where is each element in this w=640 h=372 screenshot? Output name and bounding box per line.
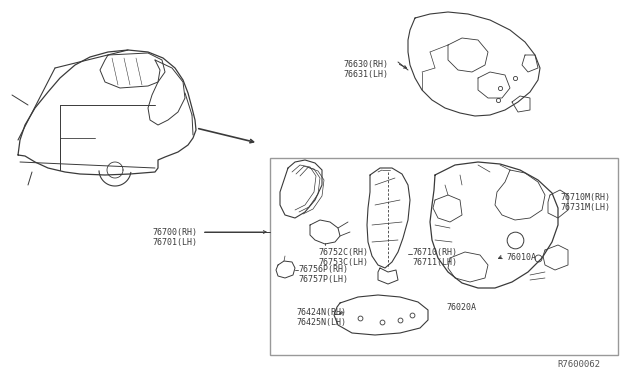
Text: 76020A: 76020A <box>446 303 476 312</box>
Text: 76424N(RH): 76424N(RH) <box>296 308 346 317</box>
Bar <box>270 158 618 355</box>
Text: 76710M(RH): 76710M(RH) <box>560 193 610 202</box>
Text: 76757P(LH): 76757P(LH) <box>298 275 348 284</box>
Text: 76425N(LH): 76425N(LH) <box>296 318 346 327</box>
Text: 76753C(LH): 76753C(LH) <box>318 258 368 267</box>
Text: R7600062: R7600062 <box>557 360 600 369</box>
Text: 76630(RH): 76630(RH) <box>343 60 388 69</box>
Text: 76701(LH): 76701(LH) <box>152 238 197 247</box>
Text: 76752C(RH): 76752C(RH) <box>318 248 368 257</box>
Text: 76731M(LH): 76731M(LH) <box>560 203 610 212</box>
Text: 76756P(RH): 76756P(RH) <box>298 265 348 274</box>
Text: 76010A: 76010A <box>506 253 536 262</box>
Text: 76710(RH): 76710(RH) <box>412 248 457 257</box>
Text: 76700(RH): 76700(RH) <box>152 228 197 237</box>
Text: 76711(LH): 76711(LH) <box>412 258 457 267</box>
Text: 76631(LH): 76631(LH) <box>343 70 388 79</box>
